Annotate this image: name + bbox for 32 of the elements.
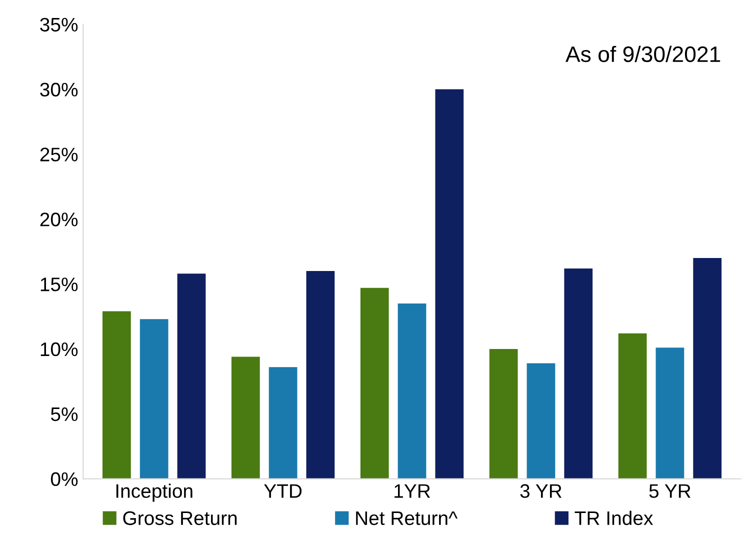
legend-label: TR Index [574, 510, 654, 526]
bar [435, 89, 464, 479]
x-tick-label: Inception [116, 484, 192, 502]
y-tick-label: 5% [50, 407, 78, 422]
y-tick-label: 10% [40, 342, 78, 356]
x-tick-label: 3 YR [520, 484, 562, 498]
y-tick-label: 15% [40, 278, 78, 292]
bar [177, 274, 206, 479]
x-tick-label: YTD [264, 484, 302, 498]
bar [231, 356, 260, 479]
bar [564, 268, 593, 479]
legend-label: Net Return^ [356, 512, 458, 526]
bar [102, 311, 131, 479]
x-tick-label: 5 YR [649, 484, 690, 498]
y-tick-label: 0% [50, 472, 78, 486]
y-tick-label: 30% [40, 82, 78, 96]
bar [306, 271, 335, 479]
bar [618, 333, 647, 479]
bar [268, 367, 298, 479]
x-tick-label: 1YR [394, 484, 430, 498]
y-tick-label: 25% [40, 148, 78, 162]
legend-label: Gross Return [123, 511, 237, 526]
bar [489, 348, 518, 479]
y-tick-label: 35% [40, 18, 78, 32]
bar [526, 363, 556, 479]
y-tick-label: 20% [40, 212, 78, 226]
bar [693, 258, 722, 479]
annotation: As of 9/30/2021 [566, 46, 720, 62]
bar [140, 319, 168, 479]
bar [360, 288, 389, 479]
bar [656, 348, 684, 479]
bar [398, 304, 426, 479]
